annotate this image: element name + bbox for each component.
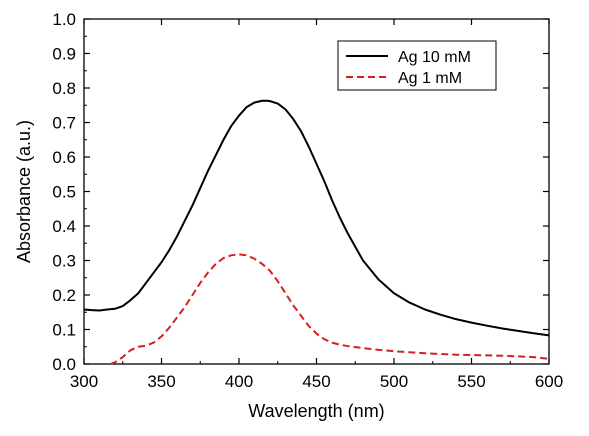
plot-area: 300 350 400 450 500 550 600 0.0 0.1 0.2 0.3 0.4 0.5 0… [52,10,563,391]
y-tick-label: 0.2 [52,286,76,305]
y-tick-label: 0.7 [52,114,76,133]
series-line-ag-1mm [110,253,550,365]
y-tick-label: 0.6 [52,148,76,167]
x-tick-label: 600 [535,372,563,391]
y-tick-label: 0.0 [52,355,76,374]
x-tick-label: 450 [302,372,330,391]
x-tick-label: 500 [380,372,408,391]
x-tick-label: 350 [147,372,175,391]
legend-label-ag-10mm: Ag 10 mM [398,49,471,66]
y-tick-label: 0.8 [52,79,76,98]
ticks-layer: 300 350 400 450 500 550 600 0.0 0.1 0.2 0.3 0.4 0.5 0… [52,10,563,391]
x-axis-label: Wavelength (nm) [248,401,384,421]
y-tick-label: 0.9 [52,45,76,64]
x-tick-label: 400 [225,372,253,391]
series-layer [83,99,550,365]
legend-label-ag-1mm: Ag 1 mM [398,70,462,87]
y-tick-label: 0.3 [52,252,76,271]
legend: Ag 10 mM Ag 1 mM [337,40,497,91]
y-tick-label: 0.4 [52,217,76,236]
x-tick-label: 550 [457,372,485,391]
y-tick-label: 1.0 [52,10,76,29]
y-tick-label: 0.1 [52,321,76,340]
x-tick-label: 300 [70,372,98,391]
series-line-ag-10mm [83,99,550,337]
legend-box [337,40,497,91]
y-axis-label: Absorbance (a.u.) [14,120,34,263]
y-tick-label: 0.5 [52,183,76,202]
